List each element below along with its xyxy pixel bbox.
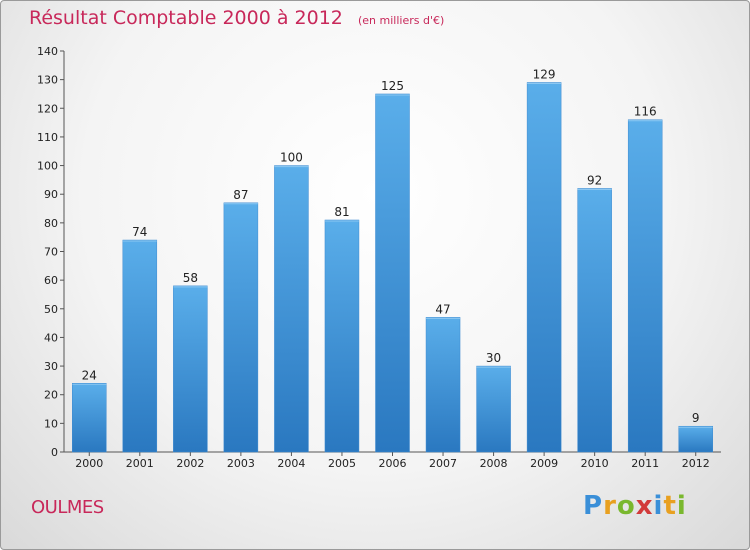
- bars: [72, 82, 713, 453]
- bar: [476, 365, 511, 453]
- bar: [72, 383, 107, 453]
- x-tick-label: 2009: [530, 457, 558, 470]
- y-tick-label: 10: [44, 417, 58, 430]
- y-tick-label: 70: [44, 246, 58, 259]
- brand-letter: i: [653, 491, 664, 521]
- chart-subtitle: (en milliers d'€): [357, 14, 445, 27]
- data-label: 87: [233, 188, 248, 202]
- y-tick-label: 0: [51, 446, 58, 459]
- bar: [173, 285, 208, 453]
- bar: [122, 239, 158, 453]
- y-tick-label: 80: [44, 217, 58, 230]
- data-label: 47: [435, 302, 450, 316]
- x-tick-label: 2003: [227, 457, 255, 470]
- bar: [375, 93, 410, 453]
- brand-letter: x: [635, 491, 654, 521]
- data-label: 81: [334, 205, 349, 219]
- brand-letter: P: [583, 491, 604, 521]
- y-tick-label: 90: [44, 188, 58, 201]
- x-tick-label: 2002: [176, 457, 204, 470]
- bar: [678, 425, 713, 453]
- y-tick-label: 60: [44, 274, 58, 287]
- title-row: Résultat Comptable 2000 à 2012 (en milli…: [29, 7, 444, 29]
- data-labels: 24 74 58 87 100 81 125 47 30 129 92 116 9: [82, 68, 700, 426]
- y-tick-label: 20: [44, 389, 58, 402]
- bar: [425, 317, 461, 453]
- y-tick-label: 110: [37, 131, 58, 144]
- x-tick-label: 2004: [277, 457, 305, 470]
- brand-letter: o: [616, 491, 636, 521]
- data-label: 30: [486, 351, 501, 365]
- x-tick-label: 2005: [328, 457, 356, 470]
- brand-letter: r: [603, 491, 617, 521]
- x-tick-label: 2010: [581, 457, 609, 470]
- x-tick-label: 2012: [682, 457, 710, 470]
- x-tick-label: 2006: [379, 457, 407, 470]
- y-tick-label: 130: [37, 74, 58, 87]
- data-label: 100: [280, 151, 303, 165]
- x-tick-label: 2000: [75, 457, 103, 470]
- data-label: 92: [587, 173, 602, 187]
- y-tick-label: 140: [37, 45, 58, 58]
- data-label: 125: [381, 79, 404, 93]
- y-tick-label: 50: [44, 303, 58, 316]
- data-label: 24: [82, 368, 97, 382]
- bar: [526, 82, 562, 453]
- y-tick-label: 120: [37, 102, 58, 115]
- bar: [223, 202, 259, 453]
- data-label: 116: [634, 105, 657, 119]
- bar: [324, 219, 360, 453]
- data-label: 9: [692, 411, 700, 425]
- brand-letter: i: [676, 491, 687, 521]
- bar: [627, 119, 663, 453]
- x-tick-label: 2001: [126, 457, 154, 470]
- data-label: 58: [183, 271, 198, 285]
- x-tick-label: 2007: [429, 457, 457, 470]
- x-tick-label: 2008: [480, 457, 508, 470]
- chart-title: Résultat Comptable 2000 à 2012: [29, 7, 343, 29]
- data-label: 74: [132, 225, 147, 239]
- brand-letter: t: [663, 491, 677, 521]
- bar: [274, 165, 309, 453]
- data-label: 129: [533, 68, 556, 82]
- y-tick-label: 100: [37, 160, 58, 173]
- brand-logo: Proxiti: [583, 491, 687, 521]
- y-tick-label: 30: [44, 360, 58, 373]
- bar: [577, 188, 612, 453]
- city-name: OULMES: [31, 497, 104, 518]
- y-tick-label: 40: [44, 331, 58, 344]
- x-tick-label: 2011: [631, 457, 659, 470]
